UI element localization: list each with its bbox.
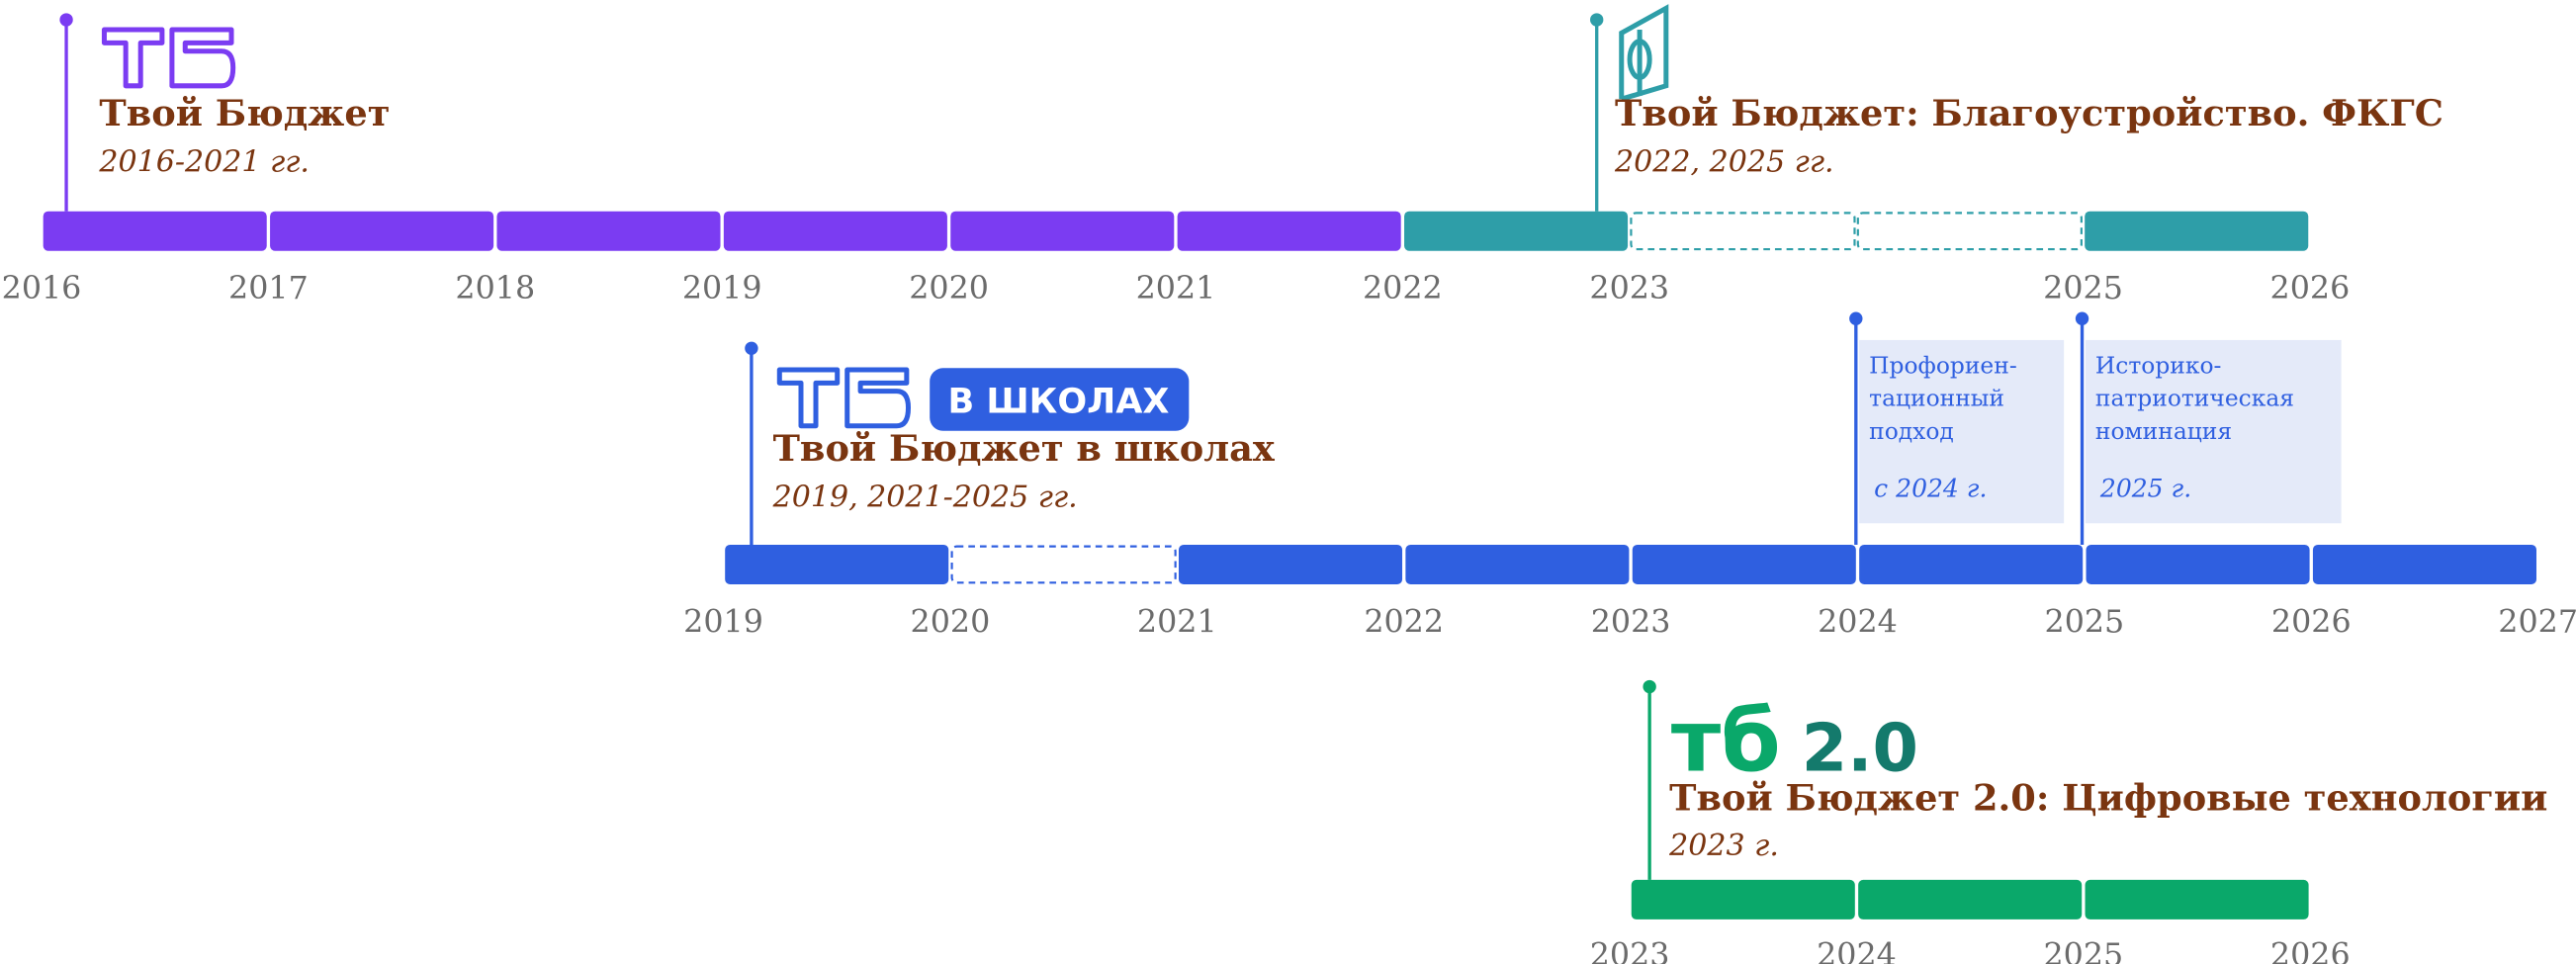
segment	[1404, 211, 1629, 251]
logo-tb20: тб	[1671, 692, 1781, 792]
segment	[2086, 544, 2310, 585]
year-label: 2023	[1591, 604, 1671, 640]
note-line: Историко-	[2095, 351, 2222, 379]
pin-dot	[1849, 311, 1863, 325]
year-label: 2022	[1364, 604, 1444, 640]
segment	[1177, 211, 1401, 251]
year-label: 2025	[2044, 938, 2124, 964]
segment	[2085, 879, 2309, 920]
year-label: 2017	[228, 271, 309, 307]
segment	[1858, 879, 2083, 920]
year-label: 2026	[2271, 604, 2352, 640]
note-period: с 2024 г.	[1874, 475, 1987, 503]
logo-version: 2.0	[1802, 710, 1918, 787]
timeline-title: Твой Бюджет: Благоустройство. ФКГС	[1615, 92, 2443, 134]
timeline-period: 2019, 2021-2025 гг.	[772, 481, 1078, 515]
timeline-title: Твой Бюджет	[99, 92, 390, 134]
year-label: 2027	[2498, 604, 2576, 640]
pin-dot	[59, 13, 73, 27]
year-label: 2026	[2270, 271, 2351, 307]
pin-dot	[745, 341, 758, 355]
segment	[270, 211, 494, 251]
timeline-title: Твой Бюджет в школах	[773, 427, 1276, 470]
segment	[1859, 544, 2084, 585]
note-line: патриотическая	[2095, 385, 2294, 412]
segment	[43, 211, 267, 251]
year-label: 2024	[1817, 938, 1897, 964]
segment	[1405, 544, 1630, 585]
segment-dashed	[1630, 212, 1856, 251]
logo-tb-school	[776, 367, 912, 429]
year-label: 2023	[1590, 938, 1670, 964]
logo-fkgs	[1619, 4, 1669, 102]
year-label: 2018	[455, 271, 535, 307]
year-label: 2026	[2270, 938, 2351, 964]
badge-text: В ШКОЛАХ	[947, 381, 1169, 421]
note-box	[1859, 339, 2065, 524]
year-label: 2019	[683, 604, 763, 640]
timeline-period: 2023 г.	[1668, 829, 1779, 863]
note-line: подход	[1869, 417, 1954, 445]
timeline-period: 2022, 2025 гг.	[1614, 145, 1834, 180]
segment	[725, 544, 949, 585]
pin-dot	[2075, 311, 2089, 325]
segment	[2312, 544, 2536, 585]
note-line: номинация	[2095, 417, 2232, 445]
note-period: 2025 г.	[2099, 475, 2191, 503]
timeline-title: Твой Бюджет 2.0: Цифровые технологии	[1669, 777, 2547, 820]
segment	[950, 211, 1175, 251]
segment	[2085, 211, 2309, 251]
pin-dot	[1643, 679, 1656, 694]
year-label: 2024	[1818, 604, 1898, 640]
year-label: 2023	[1589, 271, 1669, 307]
year-label: 2019	[682, 271, 762, 307]
note-line: Профориен-	[1869, 351, 2017, 379]
note-box	[2085, 339, 2342, 524]
segment	[1632, 544, 1856, 585]
pin-dot	[1590, 13, 1604, 27]
segment	[1631, 879, 1855, 920]
year-label: 2022	[1363, 271, 1443, 307]
segment-dashed	[950, 545, 1177, 584]
year-label: 2025	[2043, 271, 2123, 307]
year-label: 2020	[909, 271, 989, 307]
segment	[723, 211, 947, 251]
year-label: 2021	[1137, 604, 1217, 640]
note-line: тационный	[1869, 385, 2004, 412]
year-label: 2021	[1136, 271, 1216, 307]
year-label: 2025	[2045, 604, 2125, 640]
logo-tb	[101, 27, 236, 89]
segment	[496, 211, 721, 251]
badge	[930, 368, 1190, 431]
timeline-period: 2016-2021 гг.	[98, 145, 310, 180]
year-label: 2016	[2, 271, 82, 307]
segment-dashed	[1856, 212, 2083, 251]
segment	[1178, 544, 1403, 585]
year-label: 2020	[911, 604, 991, 640]
